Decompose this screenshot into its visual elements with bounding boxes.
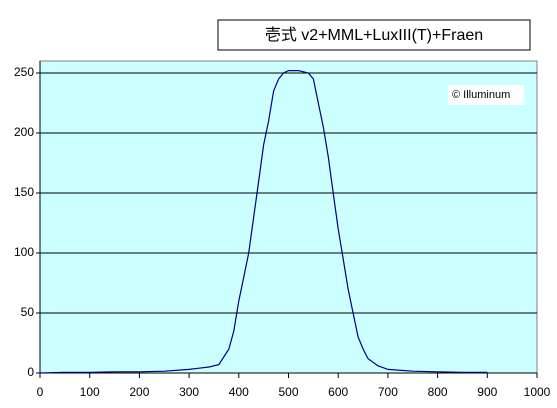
- x-tick-label: 600: [328, 385, 348, 399]
- annotation: © Illuminum: [452, 89, 510, 101]
- x-tick-label: 700: [378, 385, 398, 399]
- chart-title: 壱式 v2+MML+LuxIII(T)+Fraen: [265, 26, 483, 44]
- x-tick-label: 1000: [524, 385, 551, 399]
- annotation-box: [448, 85, 524, 105]
- y-tick-label: 200: [14, 125, 34, 139]
- title-box: [217, 19, 531, 51]
- y-tick-label: 100: [14, 245, 34, 259]
- x-tick-label: 300: [179, 385, 199, 399]
- x-tick-label: 500: [278, 385, 298, 399]
- plot-area: [39, 60, 538, 374]
- y-tick-label: 50: [21, 305, 35, 319]
- y-tick-label: 0: [27, 365, 34, 379]
- x-tick-label: 900: [477, 385, 497, 399]
- x-tick-label: 200: [129, 385, 149, 399]
- y-tick-label: 150: [14, 185, 34, 199]
- x-tick-label: 0: [37, 385, 44, 399]
- x-tick-label: 800: [428, 385, 448, 399]
- data-line: [39, 70, 488, 374]
- y-tick-label: 250: [14, 65, 34, 79]
- x-tick-label: 100: [80, 385, 100, 399]
- x-tick-label: 400: [229, 385, 249, 399]
